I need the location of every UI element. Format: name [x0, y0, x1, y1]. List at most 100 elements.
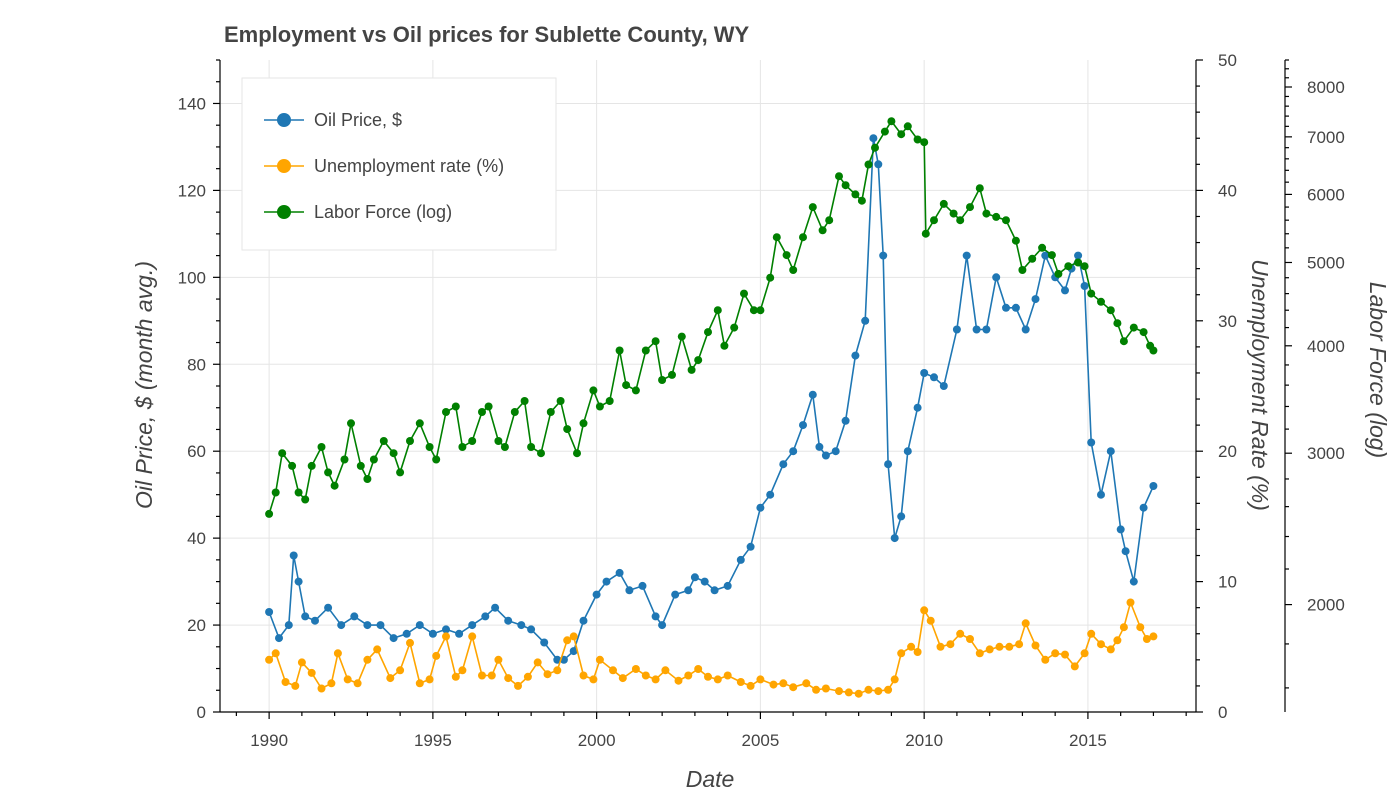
data-point [517, 621, 526, 630]
data-point [871, 143, 879, 152]
data-point [415, 621, 424, 630]
data-point [913, 135, 922, 144]
data-point [720, 341, 729, 350]
data-point [921, 229, 930, 238]
data-point [880, 127, 889, 136]
data-point [442, 625, 450, 634]
data-point [376, 621, 385, 630]
data-point [874, 687, 883, 696]
data-point [595, 402, 604, 411]
data-point [579, 671, 588, 680]
data-point [799, 421, 807, 430]
data-point [1018, 266, 1027, 274]
right-tick-label: 10 [1218, 573, 1237, 592]
data-point [746, 542, 755, 551]
right-axis-title: Unemployment Rate (%) [1247, 259, 1273, 511]
data-point [592, 590, 601, 599]
data-point [713, 306, 722, 315]
data-point [1106, 447, 1115, 456]
left-tick-label: 0 [197, 703, 206, 722]
data-point [890, 675, 899, 684]
data-point [818, 226, 827, 235]
data-point [324, 603, 333, 612]
data-point [415, 419, 424, 428]
data-point [723, 581, 732, 590]
data-point [799, 233, 807, 242]
data-point [815, 442, 824, 451]
data-point [458, 666, 467, 675]
data-point [926, 616, 935, 625]
legend-label: Labor Force (log) [314, 202, 452, 222]
data-point [631, 386, 640, 395]
data-point [1142, 635, 1151, 643]
data-point [1015, 640, 1024, 649]
data-point [353, 679, 362, 688]
data-point [920, 606, 929, 615]
data-point [569, 647, 578, 656]
data-point [1031, 641, 1040, 650]
legend-swatch-marker [277, 159, 291, 173]
data-point [1005, 642, 1014, 651]
data-point [694, 356, 703, 365]
data-point [841, 181, 850, 190]
data-point [579, 419, 588, 428]
data-point [1129, 577, 1138, 586]
data-point [1119, 337, 1128, 346]
data-point [962, 251, 971, 260]
data-point [851, 190, 860, 199]
data-point [1051, 649, 1060, 658]
data-point [402, 629, 411, 638]
data-point [831, 447, 840, 456]
data-point [671, 590, 680, 599]
data-point [1113, 319, 1122, 328]
data-point [749, 306, 758, 315]
left-tick-label: 80 [187, 355, 206, 374]
data-point [812, 685, 821, 694]
right2-tick-label: 7000 [1307, 128, 1345, 147]
data-point [913, 648, 922, 656]
data-point [1080, 649, 1089, 658]
data-point [546, 408, 555, 416]
data-point [949, 209, 958, 218]
data-point [789, 447, 798, 456]
data-point [913, 403, 922, 412]
data-point [425, 443, 434, 451]
data-point [432, 651, 441, 660]
data-point [396, 468, 405, 477]
data-point [952, 325, 961, 334]
data-point [540, 638, 549, 647]
data-point [373, 645, 382, 654]
left-tick-label: 100 [178, 268, 206, 287]
legend-swatch-marker [277, 205, 291, 219]
data-point [638, 581, 647, 590]
data-point [324, 468, 333, 477]
data-point [275, 634, 283, 643]
data-point [563, 636, 572, 645]
grid [220, 60, 1196, 713]
x-tick-label: 2000 [578, 731, 616, 750]
data-point [1080, 282, 1089, 290]
data-point [573, 449, 581, 458]
right2-tick-label: 5000 [1307, 253, 1345, 272]
data-point [684, 671, 693, 680]
data-point [897, 130, 906, 139]
data-point [389, 449, 398, 458]
left-tick-label: 140 [178, 94, 206, 113]
axes: 1990 1995 2000 2005 2010 20150204060801001201… [178, 51, 1345, 750]
data-point [821, 684, 830, 693]
data-point [887, 117, 896, 126]
data-point [631, 665, 640, 673]
data-point [343, 675, 352, 684]
data-point [1097, 297, 1105, 306]
x-tick-label: 1990 [250, 731, 288, 750]
data-point [1149, 346, 1158, 355]
left-axis-title: Oil Price, $ (month avg.) [131, 261, 157, 509]
right-tick-label: 50 [1218, 51, 1237, 70]
data-point [674, 676, 683, 685]
data-point [510, 408, 519, 416]
data-point [907, 642, 916, 651]
data-point [651, 675, 660, 684]
data-point [736, 555, 745, 564]
data-point [337, 621, 346, 630]
data-point [982, 209, 991, 218]
